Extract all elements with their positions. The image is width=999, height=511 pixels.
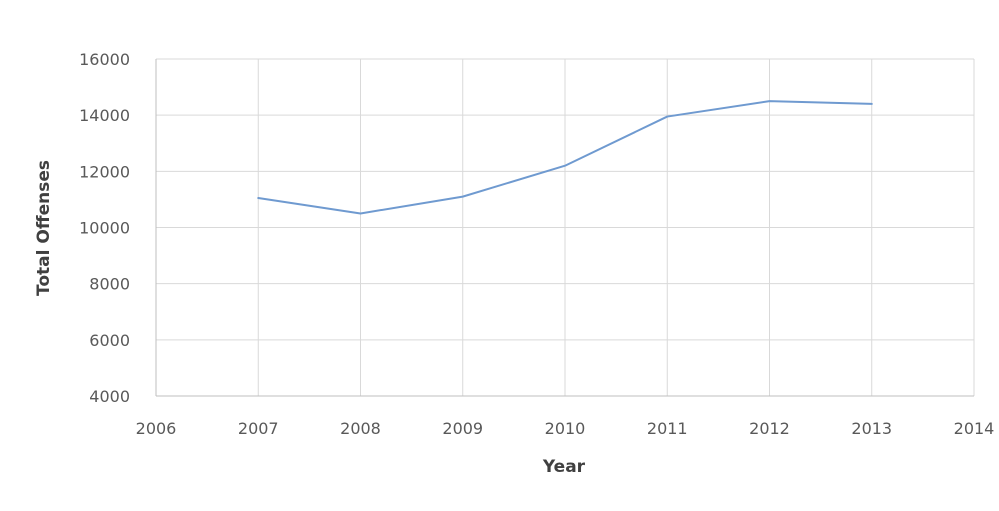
data-point-2013 xyxy=(871,103,873,105)
data-point-2012 xyxy=(768,100,770,102)
tick-labels: 4000 6000 8000 10000 12000 14000 16000 2006 2007… xyxy=(79,50,994,438)
y-tick-label-8000: 8000 xyxy=(89,275,130,294)
x-tick-label-2010: 2010 xyxy=(545,419,586,438)
x-tick-label-2006: 2006 xyxy=(136,419,177,438)
data-point-2007 xyxy=(257,197,259,199)
y-axis-label: Total Offenses xyxy=(34,160,54,296)
x-tick-label-2011: 2011 xyxy=(647,419,688,438)
x-tick-label-2013: 2013 xyxy=(851,419,892,438)
data-point-2011 xyxy=(666,115,668,117)
axes xyxy=(155,59,974,397)
x-tick-label-2007: 2007 xyxy=(238,419,279,438)
x-axis-label: Year xyxy=(542,457,586,477)
data-point-2009 xyxy=(462,195,464,197)
grid xyxy=(156,58,975,396)
x-tick-label-2008: 2008 xyxy=(340,419,381,438)
x-tick-label-2012: 2012 xyxy=(749,419,790,438)
data-point-2008 xyxy=(359,212,361,214)
y-tick-label-16000: 16000 xyxy=(79,50,130,69)
y-tick-label-12000: 12000 xyxy=(79,162,130,181)
y-tick-label-6000: 6000 xyxy=(89,331,130,350)
series xyxy=(257,100,873,215)
x-tick-label-2009: 2009 xyxy=(442,419,483,438)
y-tick-label-14000: 14000 xyxy=(79,106,130,125)
y-tick-label-4000: 4000 xyxy=(89,387,130,406)
series-line-0 xyxy=(257,100,873,215)
data-point-2010 xyxy=(564,165,566,167)
x-tick-label-2014: 2014 xyxy=(954,419,995,438)
y-tick-label-10000: 10000 xyxy=(79,219,130,238)
